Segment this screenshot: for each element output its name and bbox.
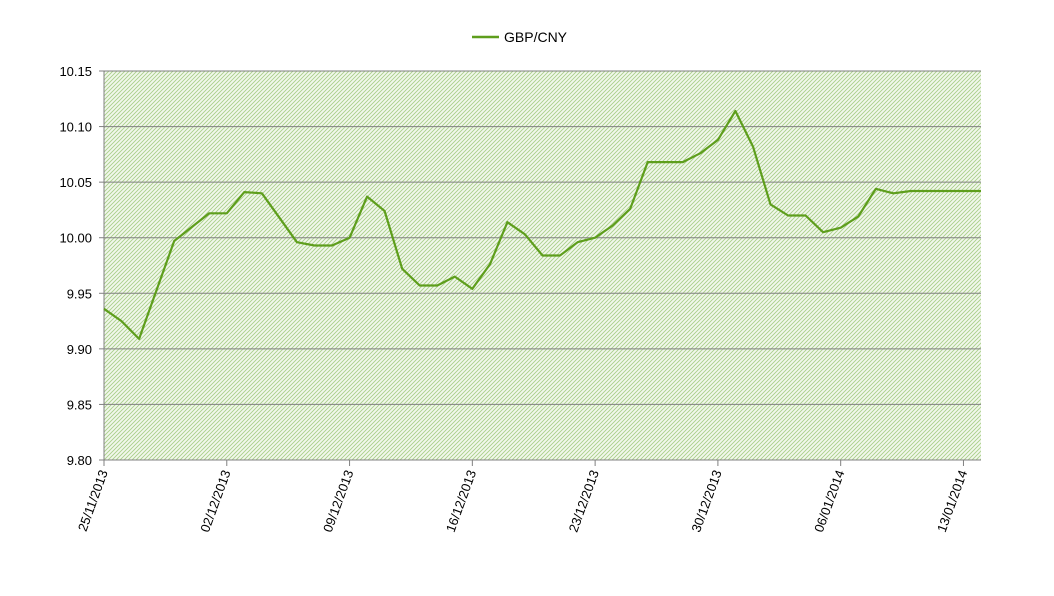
x-axis-tick-labels: 25/11/2013 02/12/2013 09/12/2013 16/12/2013… <box>75 468 970 534</box>
series-line-gbp-cny <box>103 109 981 340</box>
x-tick-label: 13/01/2014 <box>934 468 970 534</box>
y-tick-label: 10.05 <box>59 175 92 190</box>
series-layer <box>103 109 981 340</box>
y-axis-tick-labels: 9.80 9.85 9.90 9.95 10.00 10.05 10.10 10.15 <box>59 64 92 468</box>
y-tick-label: 10.00 <box>59 231 92 246</box>
y-tick-label: 9.80 <box>67 453 92 468</box>
x-tick-label: 16/12/2013 <box>443 468 479 534</box>
y-tick-label: 9.85 <box>67 397 92 412</box>
x-tick-label: 02/12/2013 <box>197 468 233 534</box>
legend-label: GBP/CNY <box>504 29 568 45</box>
x-tick-label: 25/11/2013 <box>75 468 111 533</box>
plot-area <box>104 71 981 460</box>
legend: GBP/CNY <box>472 29 568 45</box>
y-tick-label: 10.10 <box>59 120 92 135</box>
y-tick-label: 9.90 <box>67 342 92 357</box>
y-tick-label: 9.95 <box>67 286 92 301</box>
x-tick-label: 30/12/2013 <box>688 468 724 534</box>
axes <box>99 70 981 466</box>
x-tick-label: 06/01/2014 <box>811 468 847 534</box>
x-tick-label: 09/12/2013 <box>320 468 356 534</box>
x-tick-label: 23/12/2013 <box>566 468 602 534</box>
y-tick-label: 10.15 <box>59 64 92 79</box>
